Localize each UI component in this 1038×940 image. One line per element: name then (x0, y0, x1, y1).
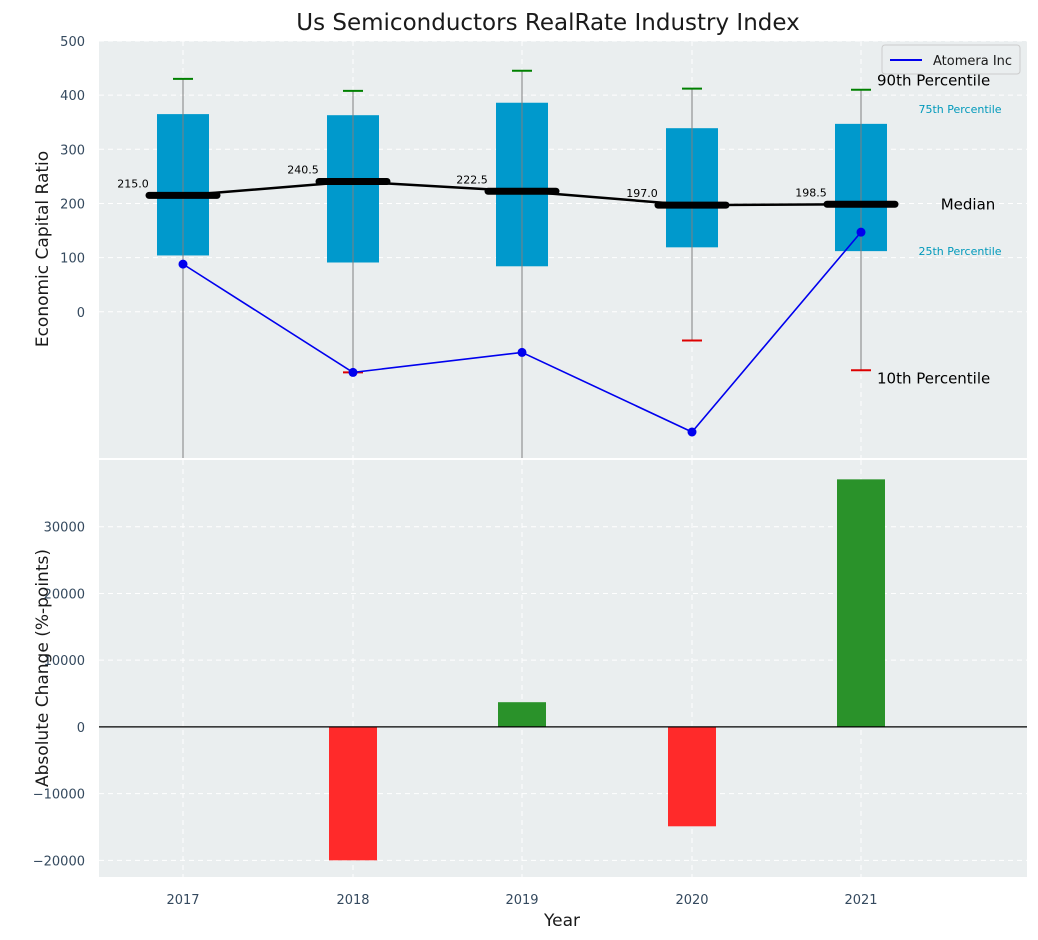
y-tick-label-top: 300 (60, 143, 85, 158)
y-tick-label-bottom: 10000 (44, 654, 85, 669)
legend-label-atomera: Atomera Inc (933, 54, 1012, 69)
series-point-atomera (178, 259, 188, 269)
y-tick-label-bottom: 30000 (44, 521, 85, 536)
y-tick-label-top: 100 (60, 252, 85, 267)
bar-negative (329, 726, 377, 861)
y-tick-label-bottom: −20000 (33, 854, 85, 869)
top-panel-boxplot: 0 100 200 300 400 500 215.0 240.5 222.5 197.0 198.… (60, 35, 1027, 458)
chart-title: Us Semiconductors RealRate Industry Inde… (296, 10, 800, 36)
y-tick-label-bottom: 20000 (44, 587, 85, 602)
median-value-label: 240.5 (287, 164, 319, 177)
y-tick-label-bottom: −10000 (33, 788, 85, 803)
annotation-90th-percentile: 90th Percentile (877, 72, 990, 90)
legend: Atomera Inc (881, 44, 1021, 75)
bar-positive (837, 479, 885, 727)
series-point-atomera (348, 367, 358, 377)
x-tick-label: 2017 (166, 893, 199, 908)
median-value-label: 198.5 (795, 186, 827, 199)
y-tick-label-top: 200 (60, 197, 85, 212)
bottom-plot-area (99, 460, 1027, 877)
bar-positive (498, 702, 546, 727)
x-tick-label: 2020 (675, 893, 708, 908)
top-plot-area (99, 41, 1027, 458)
median-value-label: 215.0 (117, 177, 149, 190)
bottom-panel-bar-chart: −20000 −10000 0 10000 20000 30000 2017 2018 2019… (33, 460, 1027, 908)
annotation-median: Median (941, 195, 996, 213)
legend-box (881, 44, 1021, 75)
y-tick-label-bottom: 0 (77, 721, 85, 736)
annotation-10th-percentile: 10th Percentile (877, 369, 990, 387)
series-point-atomera (687, 427, 697, 437)
annotation-75th-percentile: 75th Percentile (918, 103, 1001, 116)
bar-negative (668, 726, 716, 827)
annotation-25th-percentile: 25th Percentile (918, 245, 1001, 258)
series-point-atomera (856, 227, 866, 237)
y-axis-label-top: Economic Capital Ratio (33, 151, 53, 347)
series-point-atomera (517, 347, 527, 357)
x-tick-label: 2019 (505, 893, 538, 908)
x-tick-label: 2018 (336, 893, 369, 908)
median-value-label: 222.5 (456, 173, 488, 186)
y-tick-label-top: 0 (77, 306, 85, 321)
x-tick-label: 2021 (844, 893, 877, 908)
y-tick-label-top: 500 (60, 35, 85, 50)
x-axis-label: Year (543, 911, 580, 931)
median-value-label: 197.0 (626, 187, 658, 200)
y-axis-label-bottom: Absolute Change (%-points) (33, 549, 53, 787)
y-tick-label-top: 400 (60, 89, 85, 104)
